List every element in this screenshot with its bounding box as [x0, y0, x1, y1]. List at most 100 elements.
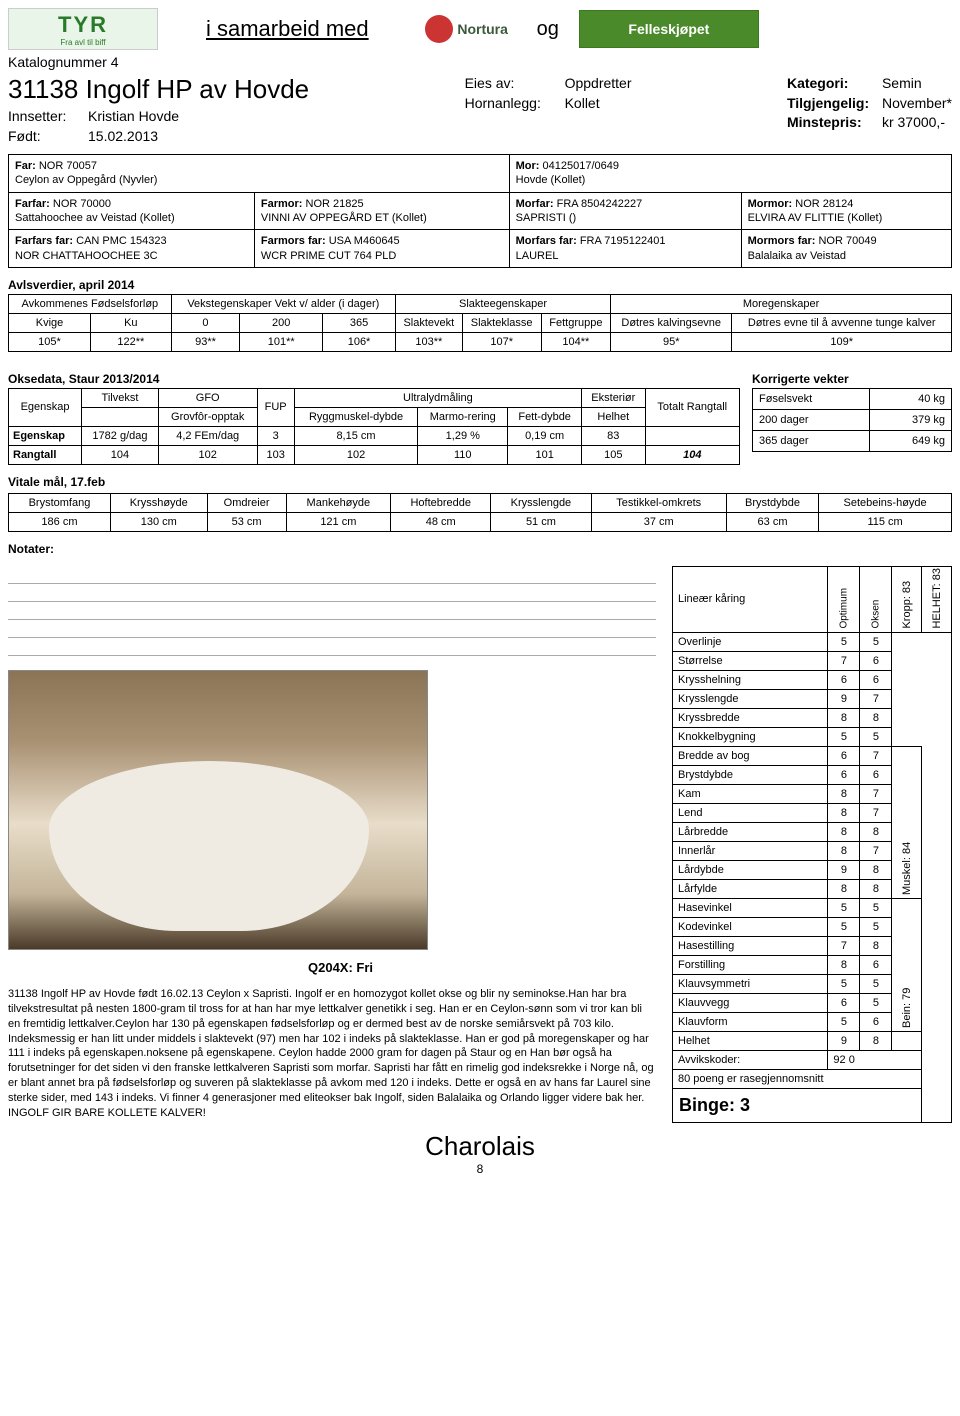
- avls-title: Avlsverdier, april 2014: [8, 278, 952, 292]
- lk-row-name: Innerlår: [673, 841, 828, 860]
- lk-group-h: [892, 1031, 922, 1050]
- avls-h-slaktevekt: Slaktevekt: [395, 313, 462, 332]
- okse-h-fett: Fett-dybde: [508, 407, 582, 426]
- lk-row-oksen: 7: [860, 803, 892, 822]
- lk-row-name: Kam: [673, 784, 828, 803]
- innsetter-value: Kristian Hovde: [88, 108, 179, 124]
- lk-row-oksen: 8: [860, 822, 892, 841]
- lk-row-optimum: 8: [828, 955, 860, 974]
- lk-row-oksen: 8: [860, 708, 892, 727]
- okse-wrap: Oksedata, Staur 2013/2014 Egenskap Tilve…: [8, 362, 952, 465]
- lk-row-oksen: 5: [860, 993, 892, 1012]
- okse-rang-value: 101: [508, 445, 582, 464]
- lk-row-optimum: 5: [828, 632, 860, 651]
- lk-row-name: Hasestilling: [673, 936, 828, 955]
- okse-v-fett: 0,19 cm: [508, 426, 582, 445]
- lk-row-name: Klauvform: [673, 1012, 828, 1031]
- lk-row-oksen: 7: [860, 841, 892, 860]
- note-line: [8, 620, 656, 638]
- lk-row-name: Lend: [673, 803, 828, 822]
- lk-row-optimum: 5: [828, 974, 860, 993]
- lk-row-optimum: 7: [828, 651, 860, 670]
- avls-g4: Moregenskaper: [611, 294, 952, 313]
- lk-row-name: Klauvsymmetri: [673, 974, 828, 993]
- avls-value: 105*: [9, 332, 91, 351]
- avls-h-0: 0: [171, 313, 240, 332]
- lk-row-optimum: 5: [828, 917, 860, 936]
- morfarsfar-cell: Morfars far: FRA 7195122401LAUREL: [509, 230, 741, 268]
- avls-value: 107*: [462, 332, 541, 351]
- lk-row-name: Brystdybde: [673, 765, 828, 784]
- lk-row-optimum: 6: [828, 670, 860, 689]
- footer-breed: Charolais: [8, 1131, 952, 1162]
- avls-value: 95*: [611, 332, 732, 351]
- lk-row-name: Knokkelbygning: [673, 727, 828, 746]
- okse-table: Egenskap Tilvekst GFO FUP Ultralydmåling…: [8, 388, 740, 465]
- avls-h-dotres: Døtres kalvingsevne: [611, 313, 732, 332]
- lk-row-oksen: 5: [860, 974, 892, 993]
- lk-row-name: Lårbredde: [673, 822, 828, 841]
- okse-rang-value: 103: [257, 445, 294, 464]
- lk-row-optimum: 8: [828, 879, 860, 898]
- title-right: Kategori:Semin Tilgjengelig:November* Mi…: [787, 74, 952, 133]
- animal-photo: [8, 670, 428, 950]
- avls-value: 104**: [541, 332, 610, 351]
- vitale-value: 37 cm: [591, 512, 726, 531]
- okse-rang-value: 104: [645, 445, 739, 464]
- okse-v-gfo: 4,2 FEm/dag: [158, 426, 257, 445]
- lk-row-oksen: 8: [860, 879, 892, 898]
- lk-row-optimum: 8: [828, 841, 860, 860]
- lk-row-name: Helhet: [673, 1031, 828, 1050]
- lk-row-oksen: 7: [860, 784, 892, 803]
- lk-row-name: Kryssbredde: [673, 708, 828, 727]
- lk-row-optimum: 6: [828, 993, 860, 1012]
- okse-v-fup: 3: [257, 426, 294, 445]
- lk-kropp: Kropp: 83: [892, 566, 922, 632]
- nortura-logo: Nortura: [417, 10, 517, 48]
- avls-value: 122**: [91, 332, 172, 351]
- felleskjopet-name: Felleskjøpet: [628, 21, 709, 37]
- lk-row-name: Lårdybde: [673, 860, 828, 879]
- description-text: 31138 Ingolf HP av Hovde født 16.02.13 C…: [8, 987, 656, 1121]
- lk-row-oksen: 6: [860, 955, 892, 974]
- okse-h-gfo: GFO: [158, 388, 257, 407]
- lk-row-name: Bredde av bog: [673, 746, 828, 765]
- korr-table: Føselsvekt40 kg200 dager379 kg365 dager6…: [752, 388, 952, 452]
- kategori-label: Kategori:: [787, 74, 882, 94]
- lk-row-optimum: 9: [828, 860, 860, 879]
- vitale-header: Brystomfang: [9, 493, 111, 512]
- lk-row-optimum: 8: [828, 822, 860, 841]
- okse-row-egen: Egenskap: [9, 426, 82, 445]
- lk-row-optimum: 8: [828, 708, 860, 727]
- innsetter-label: Innsetter:: [8, 107, 88, 127]
- lk-row-oksen: 5: [860, 917, 892, 936]
- notes-label: Notater:: [8, 542, 952, 556]
- vitale-value: 115 cm: [819, 512, 952, 531]
- avls-h-tunge: Døtres evne til å avvenne tunge kalver: [732, 313, 952, 332]
- avls-h-ku: Ku: [91, 313, 172, 332]
- okse-h-grovfor: Grovfôr-opptak: [158, 407, 257, 426]
- vitale-header: Krysshøyde: [110, 493, 207, 512]
- okse-v-tilvekst: 1782 g/dag: [82, 426, 159, 445]
- eies-value: Oppdretter: [565, 75, 632, 91]
- lk-group: Muskel: 84: [892, 746, 922, 898]
- tilg-value: November*: [882, 95, 952, 111]
- vitale-title: Vitale mål, 17.feb: [8, 475, 952, 489]
- vitale-header: Testikkel-omkrets: [591, 493, 726, 512]
- lk-row-optimum: 7: [828, 936, 860, 955]
- vitale-header: Krysslengde: [491, 493, 591, 512]
- avls-g3: Slakteegenskaper: [395, 294, 610, 313]
- mormor-cell: Mormor: NOR 28124ELVIRA AV FLITTIE (Koll…: [741, 192, 951, 230]
- vitale-value: 48 cm: [391, 512, 491, 531]
- bottom-left: Q204X: Fri 31138 Ingolf HP av Hovde født…: [8, 566, 656, 1123]
- animal-name: 31138 Ingolf HP av Hovde: [8, 74, 309, 105]
- horn-label: Hornanlegg:: [465, 94, 565, 114]
- vitale-header: Omdreier: [207, 493, 286, 512]
- tyr-logo: TYR Fra avl til biff: [8, 8, 158, 50]
- avls-table: Avkommenes Fødselsforløp Vekstegenskaper…: [8, 294, 952, 352]
- okse-rang-value: 104: [82, 445, 159, 464]
- okse-rang-value: 105: [582, 445, 646, 464]
- lk-row-name: Kodevinkel: [673, 917, 828, 936]
- q204-status: Q204X: Fri: [308, 960, 656, 975]
- note-line: [8, 566, 656, 584]
